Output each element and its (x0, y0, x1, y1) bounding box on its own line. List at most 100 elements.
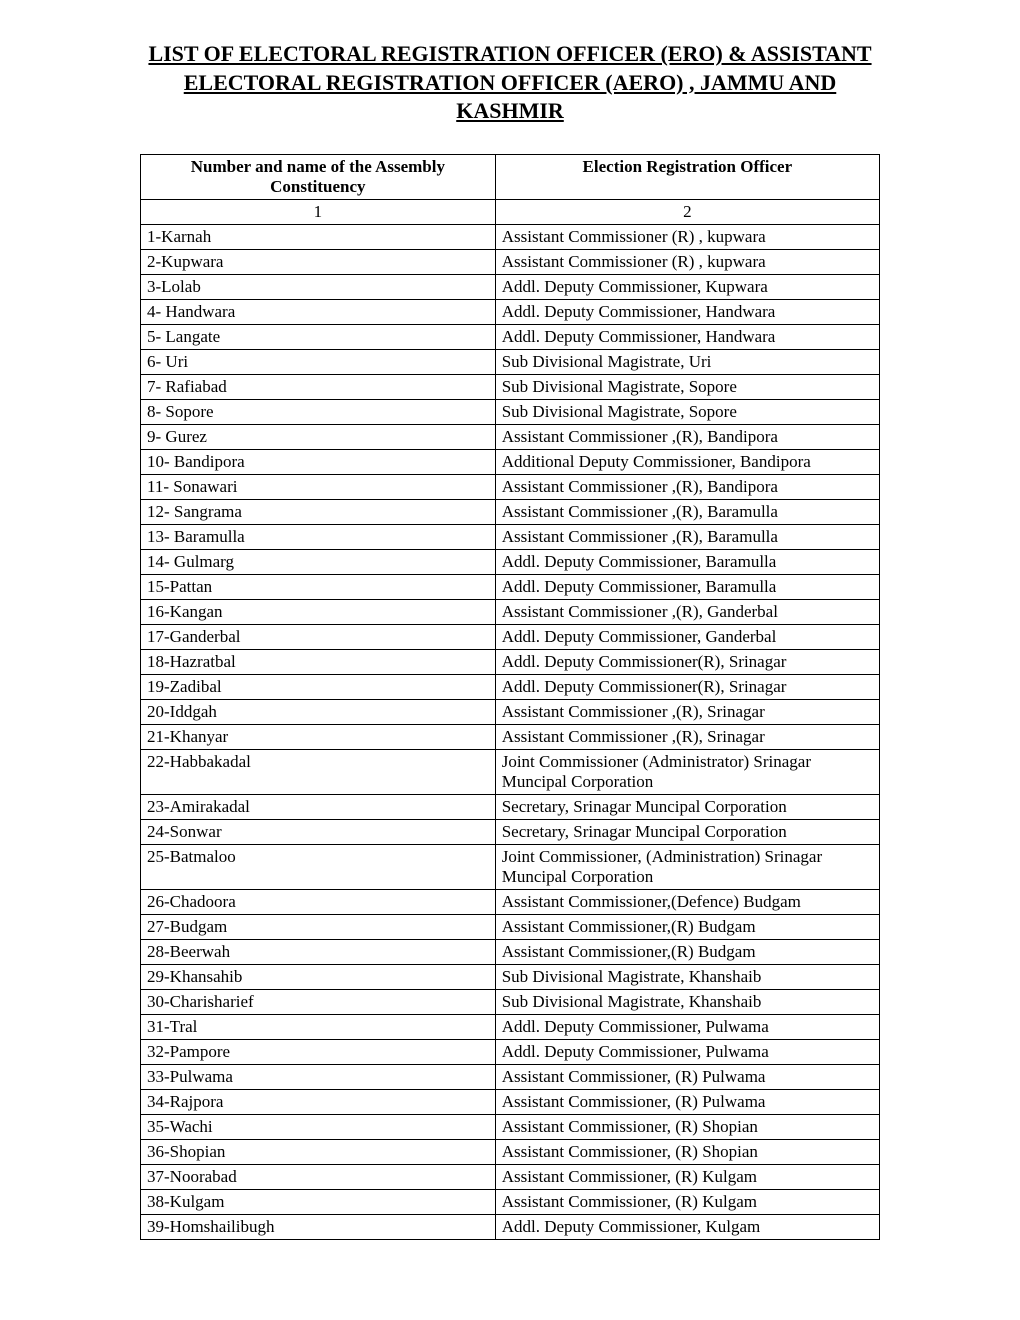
table-row: 38-KulgamAssistant Commissioner, (R) Kul… (141, 1189, 880, 1214)
constituency-cell: 24-Sonwar (141, 819, 496, 844)
table-number-row: 1 2 (141, 199, 880, 224)
officer-cell: Assistant Commissioner, (R) Pulwama (495, 1064, 879, 1089)
officer-cell: Assistant Commissioner ,(R), Bandipora (495, 424, 879, 449)
officer-cell: Assistant Commissioner,(R) Budgam (495, 939, 879, 964)
table-colnum-2: 2 (495, 199, 879, 224)
constituency-cell: 28-Beerwah (141, 939, 496, 964)
officer-cell: Secretary, Srinagar Muncipal Corporation (495, 819, 879, 844)
constituency-cell: 25-Batmaloo (141, 844, 496, 889)
table-row: 32-PamporeAddl. Deputy Commissioner, Pul… (141, 1039, 880, 1064)
officers-table: Number and name of the Assembly Constitu… (140, 154, 880, 1240)
table-row: 9- GurezAssistant Commissioner ,(R), Ban… (141, 424, 880, 449)
constituency-cell: 12- Sangrama (141, 499, 496, 524)
officer-cell: Assistant Commissioner ,(R), Baramulla (495, 524, 879, 549)
constituency-cell: 17-Ganderbal (141, 624, 496, 649)
constituency-cell: 22-Habbakadal (141, 749, 496, 794)
constituency-cell: 31-Tral (141, 1014, 496, 1039)
table-row: 2-KupwaraAssistant Commissioner (R) , ku… (141, 249, 880, 274)
constituency-cell: 5- Langate (141, 324, 496, 349)
officer-cell: Addl. Deputy Commissioner, Pulwama (495, 1039, 879, 1064)
officer-cell: Assistant Commissioner ,(R), Srinagar (495, 724, 879, 749)
constituency-cell: 8- Sopore (141, 399, 496, 424)
table-row: 7- RafiabadSub Divisional Magistrate, So… (141, 374, 880, 399)
table-row: 5- LangateAddl. Deputy Commissioner, Han… (141, 324, 880, 349)
constituency-cell: 37-Noorabad (141, 1164, 496, 1189)
officer-cell: Addl. Deputy Commissioner, Pulwama (495, 1014, 879, 1039)
constituency-cell: 1-Karnah (141, 224, 496, 249)
table-row: 33-PulwamaAssistant Commissioner, (R) Pu… (141, 1064, 880, 1089)
constituency-cell: 20-Iddgah (141, 699, 496, 724)
table-row: 8- SoporeSub Divisional Magistrate, Sopo… (141, 399, 880, 424)
officer-cell: Addl. Deputy Commissioner, Handwara (495, 299, 879, 324)
table-header-row: Number and name of the Assembly Constitu… (141, 154, 880, 199)
constituency-cell: 30-Charisharief (141, 989, 496, 1014)
table-row: 29-KhansahibSub Divisional Magistrate, K… (141, 964, 880, 989)
officer-cell: Assistant Commissioner ,(R), Baramulla (495, 499, 879, 524)
constituency-cell: 13- Baramulla (141, 524, 496, 549)
constituency-cell: 15-Pattan (141, 574, 496, 599)
table-row: 28-BeerwahAssistant Commissioner,(R) Bud… (141, 939, 880, 964)
officer-cell: Sub Divisional Magistrate, Khanshaib (495, 964, 879, 989)
constituency-cell: 18-Hazratbal (141, 649, 496, 674)
table-row: 36-ShopianAssistant Commissioner, (R) Sh… (141, 1139, 880, 1164)
table-row: 20-IddgahAssistant Commissioner ,(R), Sr… (141, 699, 880, 724)
constituency-cell: 32-Pampore (141, 1039, 496, 1064)
officer-cell: Sub Divisional Magistrate, Khanshaib (495, 989, 879, 1014)
table-row: 21-KhanyarAssistant Commissioner ,(R), S… (141, 724, 880, 749)
officer-cell: Additional Deputy Commissioner, Bandipor… (495, 449, 879, 474)
officer-cell: Secretary, Srinagar Muncipal Corporation (495, 794, 879, 819)
constituency-cell: 10- Bandipora (141, 449, 496, 474)
constituency-cell: 29-Khansahib (141, 964, 496, 989)
table-row: 11- SonawariAssistant Commissioner ,(R),… (141, 474, 880, 499)
constituency-cell: 21-Khanyar (141, 724, 496, 749)
constituency-cell: 3-Lolab (141, 274, 496, 299)
constituency-cell: 9- Gurez (141, 424, 496, 449)
officer-cell: Assistant Commissioner, (R) Kulgam (495, 1164, 879, 1189)
table-row: 25-BatmalooJoint Commissioner, (Administ… (141, 844, 880, 889)
constituency-cell: 38-Kulgam (141, 1189, 496, 1214)
officer-cell: Assistant Commissioner, (R) Kulgam (495, 1189, 879, 1214)
table-row: 13- BaramullaAssistant Commissioner ,(R)… (141, 524, 880, 549)
officer-cell: Addl. Deputy Commissioner(R), Srinagar (495, 674, 879, 699)
table-row: 37-NoorabadAssistant Commissioner, (R) K… (141, 1164, 880, 1189)
officer-cell: Addl. Deputy Commissioner, Kulgam (495, 1214, 879, 1239)
table-row: 26-ChadooraAssistant Commissioner,(Defen… (141, 889, 880, 914)
officer-cell: Addl. Deputy Commissioner, Ganderbal (495, 624, 879, 649)
constituency-cell: 33-Pulwama (141, 1064, 496, 1089)
table-body: 1-KarnahAssistant Commissioner (R) , kup… (141, 224, 880, 1239)
table-header-col2: Election Registration Officer (495, 154, 879, 199)
table-colnum-1: 1 (141, 199, 496, 224)
table-row: 31-TralAddl. Deputy Commissioner, Pulwam… (141, 1014, 880, 1039)
table-row: 15-PattanAddl. Deputy Commissioner, Bara… (141, 574, 880, 599)
constituency-cell: 19-Zadibal (141, 674, 496, 699)
page-title: LIST OF ELECTORAL REGISTRATION OFFICER (… (140, 40, 880, 126)
officer-cell: Assistant Commissioner ,(R), Bandipora (495, 474, 879, 499)
officer-cell: Sub Divisional Magistrate, Sopore (495, 374, 879, 399)
officer-cell: Assistant Commissioner (R) , kupwara (495, 224, 879, 249)
officer-cell: Assistant Commissioner ,(R), Srinagar (495, 699, 879, 724)
officer-cell: Sub Divisional Magistrate, Sopore (495, 399, 879, 424)
officer-cell: Assistant Commissioner ,(R), Ganderbal (495, 599, 879, 624)
table-row: 6- UriSub Divisional Magistrate, Uri (141, 349, 880, 374)
table-row: 12- SangramaAssistant Commissioner ,(R),… (141, 499, 880, 524)
table-row: 18-HazratbalAddl. Deputy Commissioner(R)… (141, 649, 880, 674)
officer-cell: Joint Commissioner, (Administration) Sri… (495, 844, 879, 889)
table-row: 30-CharishariefSub Divisional Magistrate… (141, 989, 880, 1014)
table-row: 39-HomshailibughAddl. Deputy Commissione… (141, 1214, 880, 1239)
constituency-cell: 4- Handwara (141, 299, 496, 324)
table-row: 17-GanderbalAddl. Deputy Commissioner, G… (141, 624, 880, 649)
officer-cell: Addl. Deputy Commissioner, Baramulla (495, 549, 879, 574)
document-page: LIST OF ELECTORAL REGISTRATION OFFICER (… (0, 0, 1020, 1280)
table-row: 22-HabbakadalJoint Commissioner (Adminis… (141, 749, 880, 794)
officer-cell: Assistant Commissioner,(R) Budgam (495, 914, 879, 939)
table-row: 24-SonwarSecretary, Srinagar Muncipal Co… (141, 819, 880, 844)
constituency-cell: 36-Shopian (141, 1139, 496, 1164)
officer-cell: Addl. Deputy Commissioner, Kupwara (495, 274, 879, 299)
table-row: 4- HandwaraAddl. Deputy Commissioner, Ha… (141, 299, 880, 324)
constituency-cell: 39-Homshailibugh (141, 1214, 496, 1239)
table-row: 27-BudgamAssistant Commissioner,(R) Budg… (141, 914, 880, 939)
officer-cell: Assistant Commissioner (R) , kupwara (495, 249, 879, 274)
constituency-cell: 27-Budgam (141, 914, 496, 939)
constituency-cell: 16-Kangan (141, 599, 496, 624)
constituency-cell: 34-Rajpora (141, 1089, 496, 1114)
